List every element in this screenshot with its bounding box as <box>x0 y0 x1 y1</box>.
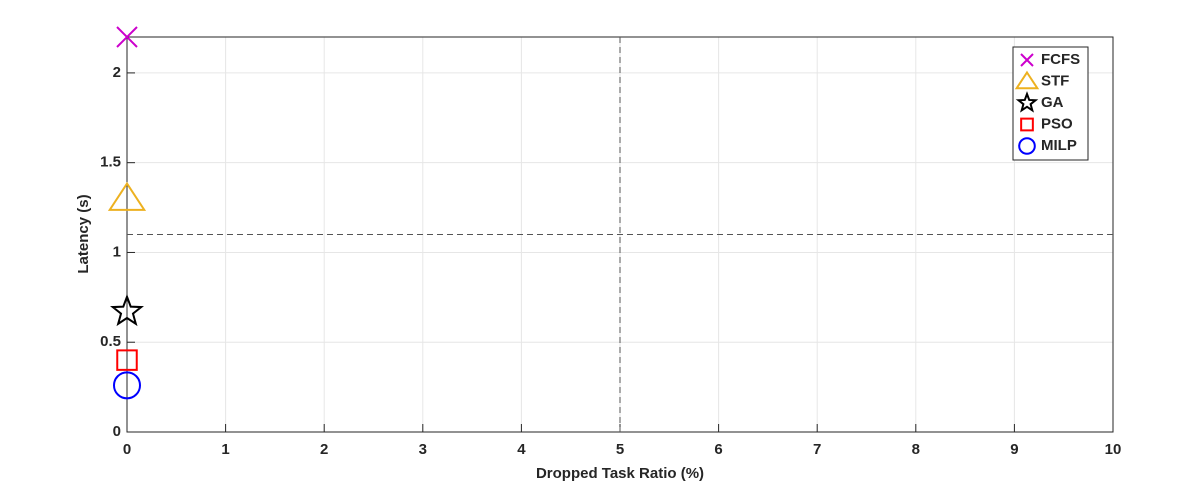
x-tick-label: 3 <box>419 441 427 458</box>
x-tick-label: 10 <box>1105 441 1122 458</box>
x-tick-label: 6 <box>714 441 722 458</box>
legend-marker <box>1014 70 1040 90</box>
legend-label: GA <box>1041 94 1064 111</box>
x-tick-label: 4 <box>517 441 526 458</box>
y-tick-label: 2 <box>113 64 121 81</box>
legend-label: PSO <box>1041 115 1073 132</box>
legend-marker <box>1015 91 1039 113</box>
point <box>116 26 138 48</box>
legend-label: MILP <box>1041 137 1077 154</box>
x-tick-label: 0 <box>123 441 131 458</box>
y-tick-label: 0.5 <box>100 333 121 350</box>
x-tick-label: 9 <box>1010 441 1018 458</box>
y-tick-label: 1 <box>113 243 121 260</box>
y-axis-label: Latency (s) <box>75 194 92 273</box>
point <box>107 181 147 211</box>
legend-marker <box>1020 53 1034 67</box>
point <box>110 293 144 327</box>
x-axis-label: Dropped Task Ratio (%) <box>536 465 704 482</box>
legend-box <box>1012 46 1089 161</box>
x-tick-label: 5 <box>616 441 624 458</box>
legend-label: FCFS <box>1041 51 1080 68</box>
point <box>116 349 138 371</box>
y-tick-label: 1.5 <box>100 154 121 171</box>
y-tick-label: 0 <box>113 423 121 440</box>
point <box>112 371 142 400</box>
x-tick-label: 8 <box>912 441 920 458</box>
x-tick-label: 1 <box>221 441 229 458</box>
legend-label: STF <box>1041 72 1069 89</box>
legend-marker <box>1020 117 1034 132</box>
x-tick-label: 7 <box>813 441 821 458</box>
legend-marker <box>1018 137 1036 155</box>
x-tick-label: 2 <box>320 441 328 458</box>
